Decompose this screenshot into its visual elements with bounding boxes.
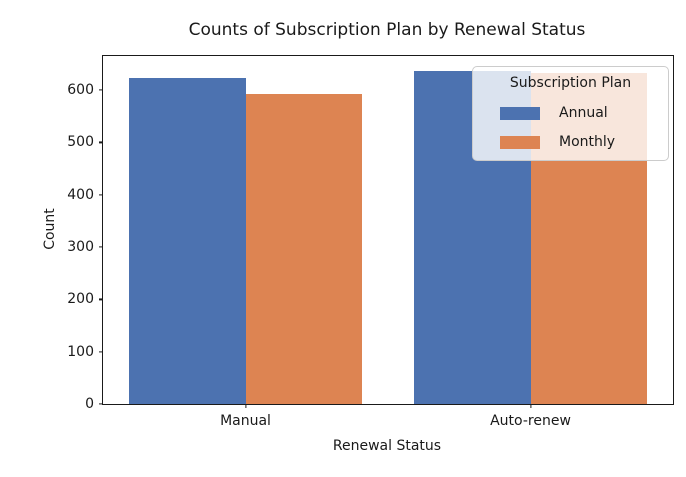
legend: Subscription Plan Annual Monthly [472, 66, 669, 161]
y-tick-mark-600 [99, 89, 103, 91]
y-tick-mark-500 [99, 141, 103, 143]
bar-monthly-manual [245, 94, 362, 404]
plot-area: 0 100 200 300 400 500 600 Manual Auto-renew Sub… [67, 55, 674, 429]
x-tick-label-auto-renew: Auto-renew [490, 413, 571, 429]
legend-entries: Annual Monthly [473, 104, 668, 151]
legend-entry-annual: Annual [500, 104, 668, 122]
legend-title: Subscription Plan [509, 75, 632, 91]
y-tick-label-200: 200 [67, 291, 94, 308]
y-tick-label-0: 0 [85, 396, 94, 412]
chart-title: Counts of Subscription Plan by Renewal S… [188, 20, 586, 40]
x-tick-mark-manual [244, 404, 247, 408]
legend-swatch-monthly [500, 135, 540, 149]
legend-entry-label: Annual [559, 105, 608, 121]
x-tick-label-manual: Manual [220, 413, 271, 429]
y-tick-mark-200 [99, 298, 103, 300]
y-tick-mark-300 [99, 246, 103, 248]
y-tick-label-600: 600 [67, 82, 94, 98]
y-tick-label-300: 300 [67, 239, 94, 255]
y-tick-label-100: 100 [67, 343, 94, 360]
y-tick-label-500: 500 [67, 134, 94, 151]
y-tick-mark-0 [99, 403, 103, 405]
legend-swatch-annual [500, 106, 540, 120]
y-tick-mark-100 [99, 351, 103, 353]
x-axis-label: Renewal Status [332, 438, 442, 454]
bar-annual-manual [129, 77, 246, 404]
y-tick-label-400: 400 [67, 186, 94, 203]
y-tick-mark-400 [99, 194, 103, 196]
y-axis-label: Count [42, 208, 58, 250]
legend-entry-monthly: Monthly [500, 133, 668, 151]
legend-entry-label: Monthly [559, 134, 616, 150]
x-tick-mark-auto-renew [529, 404, 532, 408]
